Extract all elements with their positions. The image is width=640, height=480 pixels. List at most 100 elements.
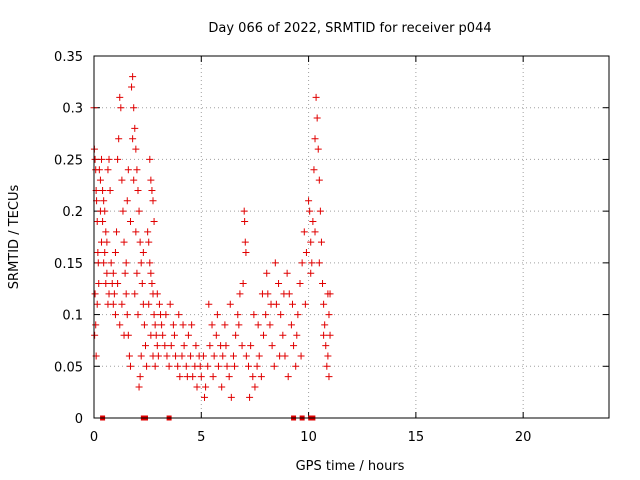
data-point xyxy=(307,238,315,246)
data-point xyxy=(132,145,140,153)
data-points xyxy=(90,73,334,401)
data-point xyxy=(326,331,334,339)
data-point xyxy=(290,342,298,350)
y-tick-label: 0.05 xyxy=(54,360,83,375)
data-point xyxy=(137,259,145,267)
data-point xyxy=(134,186,142,194)
data-point xyxy=(100,197,108,205)
data-point xyxy=(176,373,184,381)
data-point xyxy=(110,290,118,298)
data-point xyxy=(258,290,266,298)
data-point xyxy=(121,269,129,277)
data-point xyxy=(209,373,217,381)
data-point xyxy=(135,207,143,215)
data-point xyxy=(308,259,316,267)
data-point xyxy=(131,124,139,132)
data-point xyxy=(118,176,126,184)
data-point xyxy=(167,342,175,350)
data-point xyxy=(142,342,149,350)
data-point xyxy=(98,155,106,163)
data-point xyxy=(247,342,255,350)
data-point xyxy=(135,383,143,391)
data-point xyxy=(249,373,257,381)
data-point xyxy=(210,352,218,360)
data-point xyxy=(266,321,274,329)
data-point xyxy=(229,352,237,360)
data-point xyxy=(196,362,204,370)
data-point xyxy=(129,73,137,81)
data-point xyxy=(118,300,126,308)
data-point xyxy=(153,342,161,350)
data-point xyxy=(146,259,154,267)
data-point xyxy=(297,352,305,360)
data-point xyxy=(206,342,214,350)
data-point xyxy=(317,238,325,246)
data-point xyxy=(245,362,252,370)
data-point xyxy=(188,321,196,329)
data-point xyxy=(155,300,163,308)
data-point xyxy=(193,383,201,391)
data-point xyxy=(240,207,248,215)
data-point xyxy=(254,321,262,329)
y-tick-label: 0 xyxy=(75,412,83,427)
data-point xyxy=(123,311,131,319)
data-point xyxy=(205,300,213,308)
data-point xyxy=(106,186,114,194)
data-point xyxy=(293,331,301,339)
data-point xyxy=(270,362,278,370)
data-point xyxy=(262,311,270,319)
plot-frame xyxy=(93,55,610,419)
data-point xyxy=(102,280,110,288)
data-point xyxy=(313,114,321,122)
data-point xyxy=(144,228,152,236)
data-point xyxy=(96,176,104,184)
data-point xyxy=(148,186,156,194)
data-point xyxy=(120,331,128,339)
data-point xyxy=(126,362,134,370)
data-point xyxy=(288,300,296,308)
data-point xyxy=(99,186,107,194)
data-point xyxy=(136,373,144,381)
data-point xyxy=(101,249,109,257)
data-point xyxy=(292,362,300,370)
data-point xyxy=(268,342,276,350)
data-point xyxy=(93,300,101,308)
data-point xyxy=(102,228,110,236)
data-point xyxy=(306,207,314,215)
data-point xyxy=(285,290,293,298)
data-point xyxy=(107,259,115,267)
data-point xyxy=(150,217,158,225)
data-point xyxy=(122,290,130,298)
data-point xyxy=(111,249,119,257)
data-point xyxy=(162,311,170,319)
data-point xyxy=(170,331,178,339)
y-tick-labels: 0 0.05 0.1 0.15 0.2 0.25 0.3 0.35 xyxy=(54,50,83,427)
data-point xyxy=(277,311,285,319)
data-point xyxy=(221,321,229,329)
data-point xyxy=(316,207,324,215)
data-point xyxy=(95,166,103,174)
data-point xyxy=(279,331,287,339)
data-point xyxy=(301,300,309,308)
x-tick-label: 10 xyxy=(300,430,317,445)
data-point xyxy=(300,228,308,236)
data-point xyxy=(91,331,99,339)
data-point xyxy=(275,280,283,288)
data-point xyxy=(322,342,330,350)
data-point xyxy=(161,342,169,350)
data-point xyxy=(147,176,155,184)
data-point xyxy=(134,311,142,319)
data-point xyxy=(147,331,155,339)
data-point xyxy=(242,249,250,257)
data-point xyxy=(126,217,134,225)
data-point xyxy=(276,352,284,360)
data-point xyxy=(136,238,144,246)
data-point xyxy=(298,259,306,267)
data-point xyxy=(223,362,231,370)
data-point xyxy=(96,207,104,215)
data-point xyxy=(283,269,291,277)
x-axis-label: GPS time / hours xyxy=(296,459,405,474)
data-point xyxy=(231,362,239,370)
data-point xyxy=(201,393,209,401)
